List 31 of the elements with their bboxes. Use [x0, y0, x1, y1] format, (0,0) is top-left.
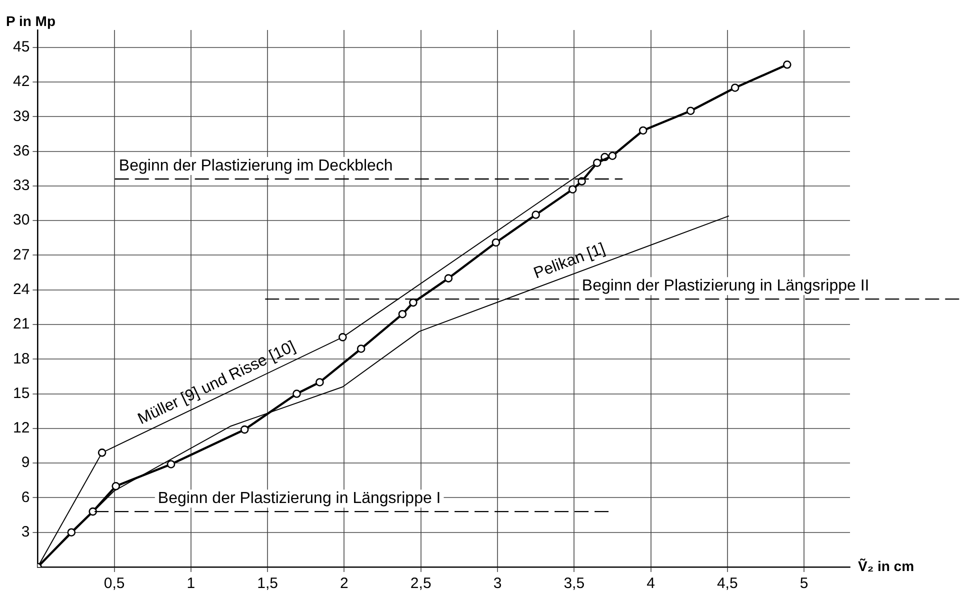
x-tick-label: 4	[646, 575, 655, 592]
y-axis-title: P in Mp	[6, 12, 56, 29]
y-tick-label: 6	[21, 488, 30, 506]
y-tick-label: 27	[12, 246, 30, 264]
y-tick-label: 12	[12, 420, 30, 437]
x-axis-title: Ṽ₂ in cm	[858, 558, 914, 574]
x-tick-label: 2	[340, 575, 348, 592]
y-tick-label: 9	[21, 454, 30, 472]
y-tick-label: 15	[12, 384, 30, 402]
y-tick-label: 45	[12, 38, 30, 56]
x-tick-label: 3,5	[564, 575, 585, 592]
ref-line-label: Beginn der Plastizierung im Deckblech	[118, 157, 393, 174]
x-tick-label: 3	[493, 575, 502, 592]
x-tick-label: 1,5	[257, 575, 278, 592]
y-tick-label: 42	[12, 73, 30, 90]
y-tick-label: 18	[12, 350, 30, 368]
y-tick-label: 30	[12, 212, 30, 229]
y-tick-label: 33	[12, 177, 30, 194]
x-tick-label: 5	[800, 575, 808, 592]
ref-line-label: Beginn der Plastizierung in Längsrippe I	[158, 490, 441, 507]
y-tick-label: 36	[12, 142, 30, 160]
x-tick-label: 4,5	[716, 575, 738, 592]
text: Müller [9] und Risse [10]	[135, 338, 298, 428]
x-tick-label: 2,5	[410, 575, 432, 592]
y-tick-label: 39	[12, 108, 30, 125]
y-tick-label: 24	[12, 280, 30, 298]
ref-line-label: Beginn der Plastizierung in Längsrippe II	[582, 277, 870, 294]
x-tick-label: 0,5	[104, 575, 125, 592]
x-tick-label: 1	[186, 575, 196, 592]
y-tick-label: 21	[12, 316, 30, 333]
y-tick-label: 3	[21, 523, 30, 540]
